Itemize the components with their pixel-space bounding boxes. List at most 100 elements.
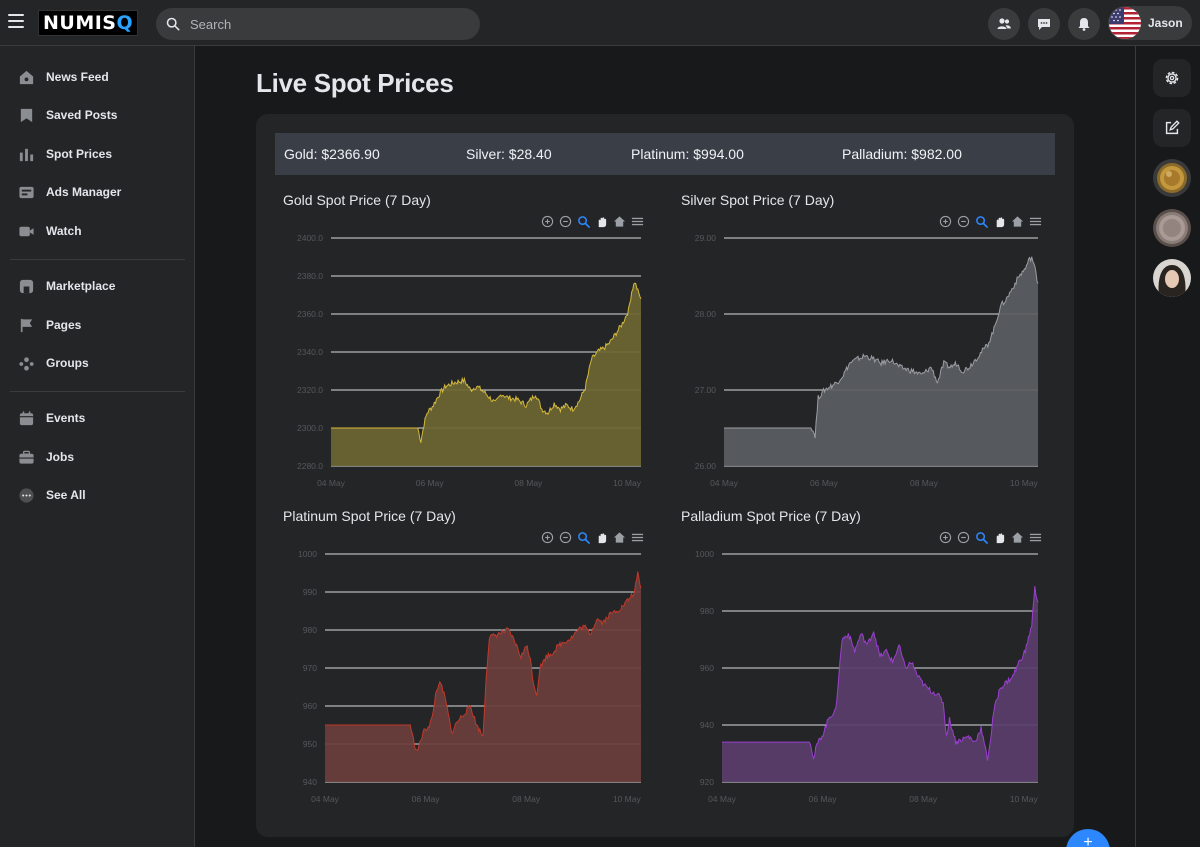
- friends-button[interactable]: [988, 8, 1020, 40]
- y-tick-label: 950: [303, 739, 317, 749]
- search-input[interactable]: [190, 16, 470, 32]
- y-tick-label: 2360.0: [297, 309, 323, 319]
- x-tick-label: 08 May: [512, 794, 541, 804]
- pan-icon: [996, 532, 1004, 543]
- menu-icon[interactable]: [8, 14, 24, 30]
- series-line: [331, 282, 642, 443]
- selection-zoom-button[interactable]: [576, 530, 590, 544]
- zoom-in-icon: [541, 215, 553, 227]
- y-tick-label: 970: [303, 663, 317, 673]
- pan-button[interactable]: [992, 530, 1006, 544]
- y-tick-label: 27.00: [695, 385, 717, 395]
- x-tick-label: 06 May: [416, 478, 445, 488]
- x-tick-label: 04 May: [710, 478, 739, 488]
- chart-menu-button[interactable]: [630, 530, 644, 544]
- zoom-out-button[interactable]: [956, 214, 970, 228]
- pan-button[interactable]: [594, 214, 608, 228]
- chart-menu-icon: [631, 217, 643, 225]
- notifications-button[interactable]: [1068, 8, 1100, 40]
- chart-menu-button[interactable]: [1028, 530, 1042, 544]
- groups-icon: [19, 356, 34, 371]
- sidebar-item-events[interactable]: Events: [10, 401, 185, 435]
- settings-button[interactable]: [1153, 59, 1191, 97]
- y-tick-label: 29.00: [695, 233, 717, 243]
- series-area: [724, 256, 1038, 466]
- y-tick-label: 1000: [695, 549, 714, 559]
- zoom-out-button[interactable]: [558, 530, 572, 544]
- zoom-in-button[interactable]: [938, 530, 952, 544]
- floating-action-button[interactable]: +: [1066, 829, 1110, 847]
- zoom-out-button[interactable]: [956, 530, 970, 544]
- silver-chart: 29.00 28.00 27.00 26.00 04 May 06 May 08 May 10…: [695, 233, 1039, 488]
- profile-name: Jason: [1148, 16, 1183, 30]
- sidebar-item-pages[interactable]: Pages: [10, 308, 185, 342]
- avatar-gold-coin[interactable]: [1153, 159, 1191, 197]
- y-tick-label: 980: [303, 625, 317, 635]
- reset-home-button[interactable]: [1010, 530, 1024, 544]
- sidebar-item-ads-manager[interactable]: Ads Manager: [10, 175, 185, 209]
- friends-icon: [997, 18, 1011, 29]
- left-sidebar: News Feed Saved Posts Spot Prices Ads Ma…: [0, 46, 195, 847]
- compose-button[interactable]: [1153, 109, 1191, 147]
- sidebar-item-jobs[interactable]: Jobs: [10, 440, 185, 474]
- chart-menu-button[interactable]: [630, 214, 644, 228]
- reset-home-button[interactable]: [612, 530, 626, 544]
- search-bar[interactable]: [156, 8, 480, 40]
- selection-zoom-button[interactable]: [974, 214, 988, 228]
- sidebar-item-groups[interactable]: Groups: [10, 346, 185, 380]
- ticker-gold: Gold: $2366.90: [284, 146, 380, 162]
- x-tick-label: 08 May: [909, 794, 938, 804]
- platinum-chart-title: Platinum Spot Price (7 Day): [283, 508, 456, 524]
- x-tick-label: 08 May: [910, 478, 939, 488]
- logo[interactable]: NUMISQ: [38, 10, 139, 36]
- gold-chart: 2400.0 2380.0 2360.0 2340.0 2320.0 2300.0 2280…: [297, 233, 642, 488]
- y-tick-label: 940: [303, 777, 317, 787]
- sidebar-item-saved-posts[interactable]: Saved Posts: [10, 98, 185, 132]
- series-line: [722, 586, 1039, 761]
- messages-button[interactable]: [1028, 8, 1060, 40]
- y-tick-label: 960: [303, 701, 317, 711]
- pan-icon: [996, 216, 1004, 227]
- zoom-in-button[interactable]: [540, 530, 554, 544]
- palladium-chart-title: Palladium Spot Price (7 Day): [681, 508, 861, 524]
- sidebar-item-see-all[interactable]: See All: [10, 478, 185, 512]
- zoom-in-button[interactable]: [540, 214, 554, 228]
- pan-button[interactable]: [594, 530, 608, 544]
- x-tick-label: 06 May: [412, 794, 441, 804]
- avatar-user[interactable]: [1153, 259, 1191, 297]
- y-tick-label: 2280.0: [297, 461, 323, 471]
- avatar: [1109, 7, 1141, 39]
- chart-menu-icon: [1029, 533, 1041, 541]
- page-title: Live Spot Prices: [256, 68, 454, 98]
- sidebar-item-watch[interactable]: Watch: [10, 214, 185, 248]
- zoom-in-button[interactable]: [938, 214, 952, 228]
- zoom-out-button[interactable]: [558, 214, 572, 228]
- chart-menu-button[interactable]: [1028, 214, 1042, 228]
- avatar-silver-coin[interactable]: [1153, 209, 1191, 247]
- selection-zoom-icon: [975, 215, 988, 228]
- profile-button[interactable]: Jason: [1108, 6, 1192, 40]
- selection-zoom-icon: [577, 215, 590, 228]
- logo-text: NUMISQ: [43, 12, 134, 34]
- reset-home-button[interactable]: [612, 214, 626, 228]
- price-ticker: Gold: $2366.90 Silver: $28.40 Platinum: …: [275, 133, 1055, 175]
- selection-zoom-button[interactable]: [974, 530, 988, 544]
- ticker-palladium: Palladium: $982.00: [842, 146, 962, 162]
- sidebar-item-marketplace[interactable]: Marketplace: [10, 269, 185, 303]
- palladium-chart-toolbar: [938, 529, 1042, 545]
- x-tick-label: 10 May: [613, 794, 642, 804]
- y-tick-label: 2320.0: [297, 385, 323, 395]
- x-tick-label: 06 May: [809, 794, 838, 804]
- selection-zoom-button[interactable]: [576, 214, 590, 228]
- messages-icon: [1038, 19, 1050, 30]
- series-line: [325, 571, 642, 751]
- y-tick-label: 28.00: [695, 309, 717, 319]
- sidebar-item-news-feed[interactable]: News Feed: [10, 60, 185, 94]
- compose-icon: [1165, 120, 1180, 135]
- sidebar-item-spot-prices[interactable]: Spot Prices: [10, 137, 185, 171]
- y-tick-label: 2300.0: [297, 423, 323, 433]
- pan-button[interactable]: [992, 214, 1006, 228]
- search-icon: [166, 17, 180, 31]
- reset-home-button[interactable]: [1010, 214, 1024, 228]
- y-tick-label: 920: [700, 777, 714, 787]
